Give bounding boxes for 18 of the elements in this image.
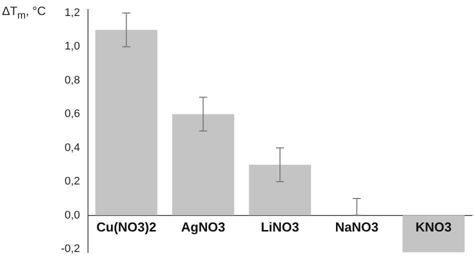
bar bbox=[95, 30, 158, 216]
bar bbox=[402, 215, 465, 252]
x-tick-label: NaNO3 bbox=[335, 219, 378, 234]
y-tick-label: 0,0 bbox=[64, 209, 80, 222]
y-tick-label: -0,2 bbox=[60, 243, 80, 256]
y-axis-title: ΔT$_{m}$, °C bbox=[2, 4, 46, 22]
x-tick-label: AgNO3 bbox=[181, 219, 226, 234]
y-tick-label: 0,2 bbox=[64, 176, 80, 188]
x-tick-label: KNO3 bbox=[416, 219, 452, 234]
y-tick-label: 0,4 bbox=[64, 142, 80, 154]
y-tick-label: 0,8 bbox=[64, 74, 80, 86]
y-tick-label: 1,0 bbox=[64, 40, 80, 53]
y-tick-label: 1,2 bbox=[64, 7, 80, 20]
bar bbox=[172, 114, 234, 216]
y-tick-label: 0,6 bbox=[64, 108, 80, 120]
bar bbox=[248, 164, 311, 216]
x-tick-label: LiNO3 bbox=[260, 219, 300, 234]
x-tick-label: Cu(NO3)2 bbox=[96, 219, 156, 234]
